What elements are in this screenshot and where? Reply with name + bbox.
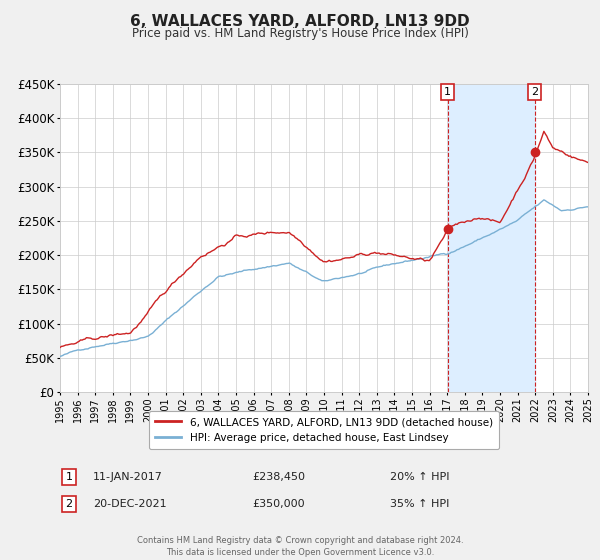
Text: £238,450: £238,450: [252, 472, 305, 482]
Text: 2: 2: [65, 499, 73, 509]
Text: £350,000: £350,000: [252, 499, 305, 509]
Text: 11-JAN-2017: 11-JAN-2017: [93, 472, 163, 482]
Text: Price paid vs. HM Land Registry's House Price Index (HPI): Price paid vs. HM Land Registry's House …: [131, 27, 469, 40]
Text: 1: 1: [65, 472, 73, 482]
Text: Contains HM Land Registry data © Crown copyright and database right 2024.
This d: Contains HM Land Registry data © Crown c…: [137, 536, 463, 557]
Text: 20% ↑ HPI: 20% ↑ HPI: [390, 472, 449, 482]
Text: 20-DEC-2021: 20-DEC-2021: [93, 499, 167, 509]
Text: 6, WALLACES YARD, ALFORD, LN13 9DD: 6, WALLACES YARD, ALFORD, LN13 9DD: [130, 14, 470, 29]
Text: 1: 1: [444, 87, 451, 97]
Text: 2: 2: [531, 87, 538, 97]
Legend: 6, WALLACES YARD, ALFORD, LN13 9DD (detached house), HPI: Average price, detache: 6, WALLACES YARD, ALFORD, LN13 9DD (deta…: [149, 410, 499, 449]
Text: 35% ↑ HPI: 35% ↑ HPI: [390, 499, 449, 509]
Bar: [448, 84, 535, 392]
